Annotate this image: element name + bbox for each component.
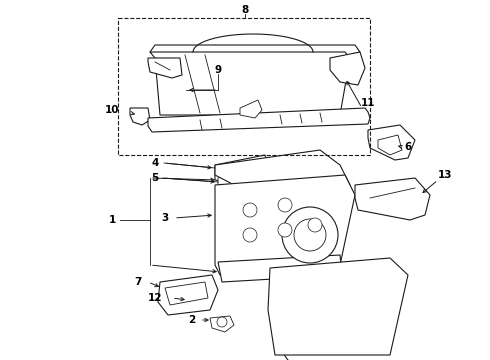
Polygon shape [215,175,355,275]
Text: 4: 4 [151,158,159,168]
Polygon shape [215,150,350,195]
Text: 8: 8 [242,5,248,15]
Circle shape [217,317,227,327]
Polygon shape [148,108,370,132]
Polygon shape [218,170,252,195]
Polygon shape [210,316,234,332]
Polygon shape [215,155,270,188]
Circle shape [278,223,292,237]
Text: 6: 6 [404,142,412,152]
Text: 12: 12 [148,293,162,303]
Text: 13: 13 [438,170,452,180]
Circle shape [243,228,257,242]
Polygon shape [150,45,360,58]
Text: 11: 11 [361,98,375,108]
Bar [118,18,370,155]
Polygon shape [165,282,208,305]
Polygon shape [130,108,150,125]
Polygon shape [150,52,350,115]
Polygon shape [268,258,408,355]
Text: 7: 7 [134,277,142,287]
Circle shape [282,207,338,263]
Polygon shape [240,100,262,118]
Circle shape [278,198,292,212]
Circle shape [294,219,326,251]
Polygon shape [218,255,342,282]
Polygon shape [158,275,218,315]
Polygon shape [355,178,430,220]
Text: 2: 2 [188,315,196,325]
Text: 5: 5 [151,173,159,183]
Polygon shape [368,125,415,160]
Circle shape [243,203,257,217]
Polygon shape [378,135,402,155]
Text: 10: 10 [105,105,119,115]
Polygon shape [148,58,182,78]
Polygon shape [330,52,365,85]
Text: 3: 3 [161,213,169,223]
Text: 1: 1 [108,215,116,225]
Text: 9: 9 [215,65,221,75]
Circle shape [308,218,322,232]
